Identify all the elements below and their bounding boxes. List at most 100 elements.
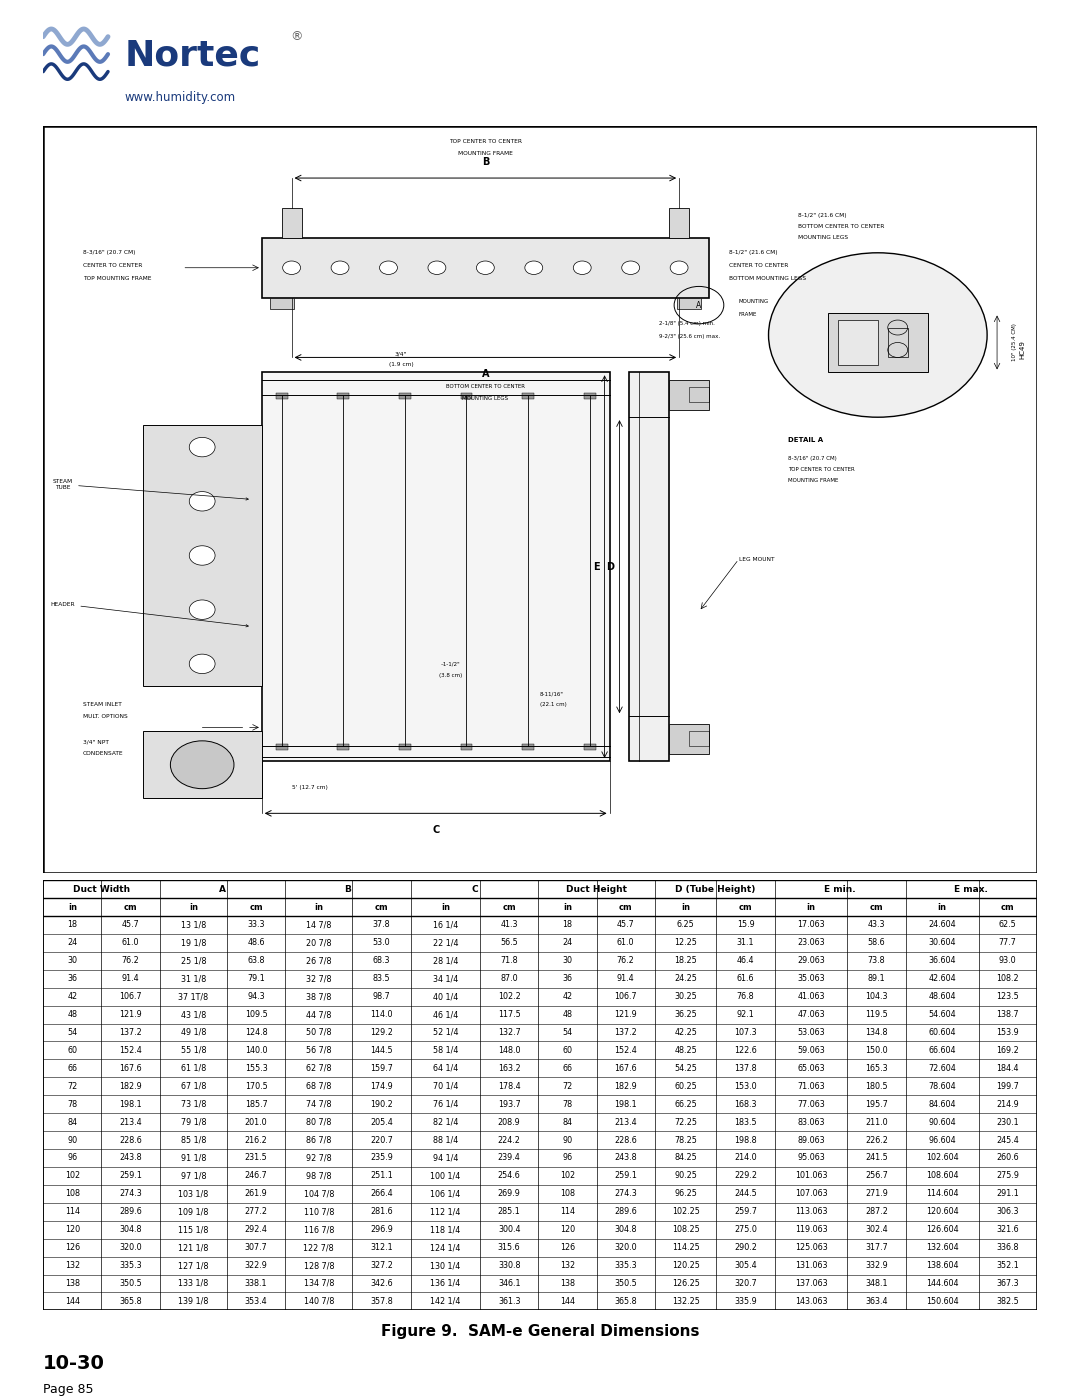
Text: 338.1: 338.1 (245, 1280, 267, 1288)
Text: 148.0: 148.0 (498, 1046, 521, 1055)
Text: 98.7: 98.7 (373, 992, 390, 1002)
Text: 224.2: 224.2 (498, 1136, 521, 1144)
Text: 241.5: 241.5 (865, 1154, 888, 1162)
Text: 108.604: 108.604 (926, 1172, 958, 1180)
Text: TOP CENTER TO CENTER: TOP CENTER TO CENTER (788, 467, 855, 472)
Text: 260.6: 260.6 (997, 1154, 1020, 1162)
Text: 213.4: 213.4 (119, 1118, 141, 1126)
Text: 84.604: 84.604 (929, 1099, 956, 1109)
Text: 198.1: 198.1 (119, 1099, 141, 1109)
Text: 102.604: 102.604 (926, 1154, 958, 1162)
Text: 45.7: 45.7 (617, 921, 635, 929)
Bar (677, 298, 701, 309)
Bar (838, 320, 878, 365)
Text: 18: 18 (67, 921, 78, 929)
Text: 259.7: 259.7 (734, 1207, 757, 1217)
Text: DETAIL A: DETAIL A (788, 437, 824, 443)
Circle shape (171, 740, 234, 789)
Text: 132.7: 132.7 (498, 1028, 521, 1037)
Circle shape (769, 253, 987, 418)
Text: 274.3: 274.3 (119, 1189, 141, 1199)
Text: 365.8: 365.8 (119, 1296, 141, 1306)
Text: 275.0: 275.0 (734, 1225, 757, 1234)
Text: 291.1: 291.1 (997, 1189, 1020, 1199)
Text: 42: 42 (563, 992, 572, 1002)
Text: 274.3: 274.3 (615, 1189, 637, 1199)
Text: 43 1/8: 43 1/8 (180, 1010, 206, 1018)
Bar (460, 743, 472, 750)
Text: 285.1: 285.1 (498, 1207, 521, 1217)
Text: B: B (345, 884, 351, 894)
Text: 48.604: 48.604 (929, 992, 956, 1002)
Text: 137.8: 137.8 (734, 1065, 757, 1073)
Text: 120.25: 120.25 (672, 1261, 700, 1270)
Text: C: C (471, 884, 477, 894)
Text: 153.9: 153.9 (997, 1028, 1020, 1037)
Text: 48.6: 48.6 (247, 939, 265, 947)
Text: 88 1/4: 88 1/4 (433, 1136, 458, 1144)
Text: 170.5: 170.5 (245, 1081, 268, 1091)
Text: 269.9: 269.9 (498, 1189, 521, 1199)
Text: 54: 54 (563, 1028, 572, 1037)
Text: 114.604: 114.604 (926, 1189, 958, 1199)
Text: 84: 84 (67, 1118, 78, 1126)
Bar (143, 425, 261, 686)
Text: –1-1/2": –1-1/2" (441, 661, 460, 666)
Text: 101.063: 101.063 (795, 1172, 827, 1180)
Circle shape (476, 261, 495, 274)
Bar (583, 393, 596, 398)
Text: 94.3: 94.3 (247, 992, 265, 1002)
Text: 61.0: 61.0 (122, 939, 139, 947)
Text: 97 1/8: 97 1/8 (180, 1172, 206, 1180)
Text: 129.2: 129.2 (370, 1028, 393, 1037)
Text: 322.9: 322.9 (244, 1261, 268, 1270)
Text: 58 1/4: 58 1/4 (433, 1046, 458, 1055)
Text: 350.5: 350.5 (119, 1280, 141, 1288)
Text: 110 7/8: 110 7/8 (303, 1207, 334, 1217)
Text: 235.9: 235.9 (370, 1154, 393, 1162)
Text: 20 7/8: 20 7/8 (306, 939, 332, 947)
Text: 63.8: 63.8 (247, 957, 265, 965)
Circle shape (189, 546, 215, 566)
Text: TOP MOUNTING FRAME: TOP MOUNTING FRAME (83, 275, 151, 281)
Text: CONDENSATE: CONDENSATE (83, 752, 123, 756)
Bar (270, 298, 294, 309)
Text: 182.9: 182.9 (119, 1081, 141, 1091)
Text: 24: 24 (67, 939, 78, 947)
Text: in: in (68, 902, 77, 911)
Text: 46 1/4: 46 1/4 (433, 1010, 458, 1018)
Text: 79 1/8: 79 1/8 (180, 1118, 206, 1126)
Text: 48: 48 (67, 1010, 78, 1018)
Text: 68 7/8: 68 7/8 (306, 1081, 332, 1091)
Text: 76.2: 76.2 (617, 957, 635, 965)
Text: 73 1/8: 73 1/8 (180, 1099, 206, 1109)
Text: 119.5: 119.5 (865, 1010, 888, 1018)
Text: 35.063: 35.063 (797, 974, 825, 983)
Text: 70 1/4: 70 1/4 (433, 1081, 458, 1091)
Text: 83.5: 83.5 (373, 974, 390, 983)
Text: BOTTOM CENTER TO CENTER: BOTTOM CENTER TO CENTER (798, 224, 885, 229)
Text: 43.3: 43.3 (868, 921, 886, 929)
Text: 180.5: 180.5 (865, 1081, 888, 1091)
Text: 24.604: 24.604 (929, 921, 956, 929)
Text: 304.8: 304.8 (119, 1225, 141, 1234)
Text: 31.1: 31.1 (737, 939, 754, 947)
Text: 124 1/4: 124 1/4 (430, 1243, 460, 1252)
Text: 367.3: 367.3 (997, 1280, 1020, 1288)
Text: 66: 66 (563, 1065, 572, 1073)
Text: 243.8: 243.8 (119, 1154, 141, 1162)
Text: 82 1/4: 82 1/4 (433, 1118, 458, 1126)
Text: 137.2: 137.2 (615, 1028, 637, 1037)
Circle shape (622, 261, 639, 274)
Text: 19 1/8: 19 1/8 (180, 939, 206, 947)
Text: 124.8: 124.8 (245, 1028, 268, 1037)
Text: 106 1/4: 106 1/4 (430, 1189, 460, 1199)
Text: 42.604: 42.604 (929, 974, 956, 983)
Text: 100 1/4: 100 1/4 (430, 1172, 460, 1180)
Text: 138.7: 138.7 (997, 1010, 1020, 1018)
Text: 112 1/4: 112 1/4 (430, 1207, 460, 1217)
Text: 76 1/4: 76 1/4 (433, 1099, 458, 1109)
Text: 50 7/8: 50 7/8 (306, 1028, 332, 1037)
Text: 5' (12.7 cm): 5' (12.7 cm) (292, 785, 327, 789)
Text: 117.5: 117.5 (498, 1010, 521, 1018)
